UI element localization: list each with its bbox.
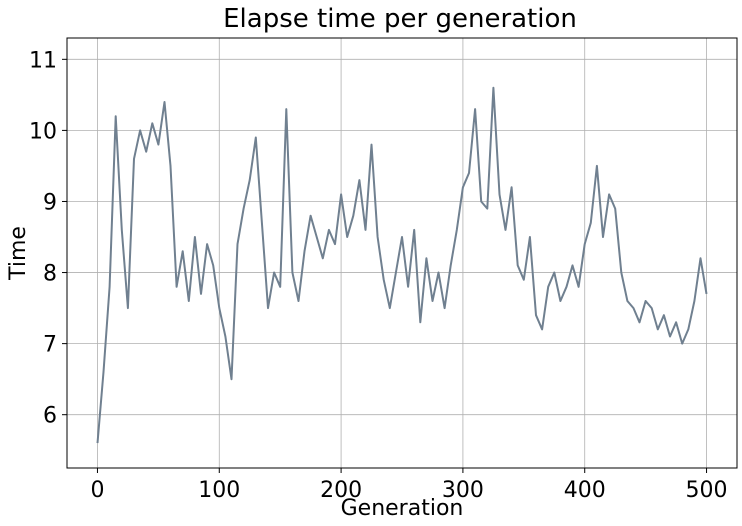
x-tick-label: 100 (198, 478, 240, 503)
y-tick-label: 7 (43, 333, 57, 358)
plot-frame (66, 37, 738, 469)
y-tick-label: 8 (43, 262, 57, 287)
grid (67, 38, 737, 468)
x-tick-label: 0 (90, 478, 104, 503)
y-axis-label: Time (6, 226, 31, 281)
x-axis-label: Generation (341, 496, 464, 521)
x-tick-label: 300 (442, 478, 484, 503)
x-tick-label: 400 (564, 478, 606, 503)
x-tick-label: 200 (320, 478, 362, 503)
series-line (96, 86, 708, 444)
x-axis-ticks: 0 100 200 300 400 500 (90, 468, 728, 503)
y-tick-label: 11 (29, 48, 57, 73)
y-tick-label: 6 (43, 404, 57, 429)
y-axis-ticks: 6 7 8 9 10 11 (29, 48, 67, 429)
chart-title: Elapse time per generation (223, 4, 577, 34)
y-tick-label: 10 (29, 119, 57, 144)
x-tick-label: 500 (686, 478, 728, 503)
y-tick-label: 9 (43, 190, 57, 215)
